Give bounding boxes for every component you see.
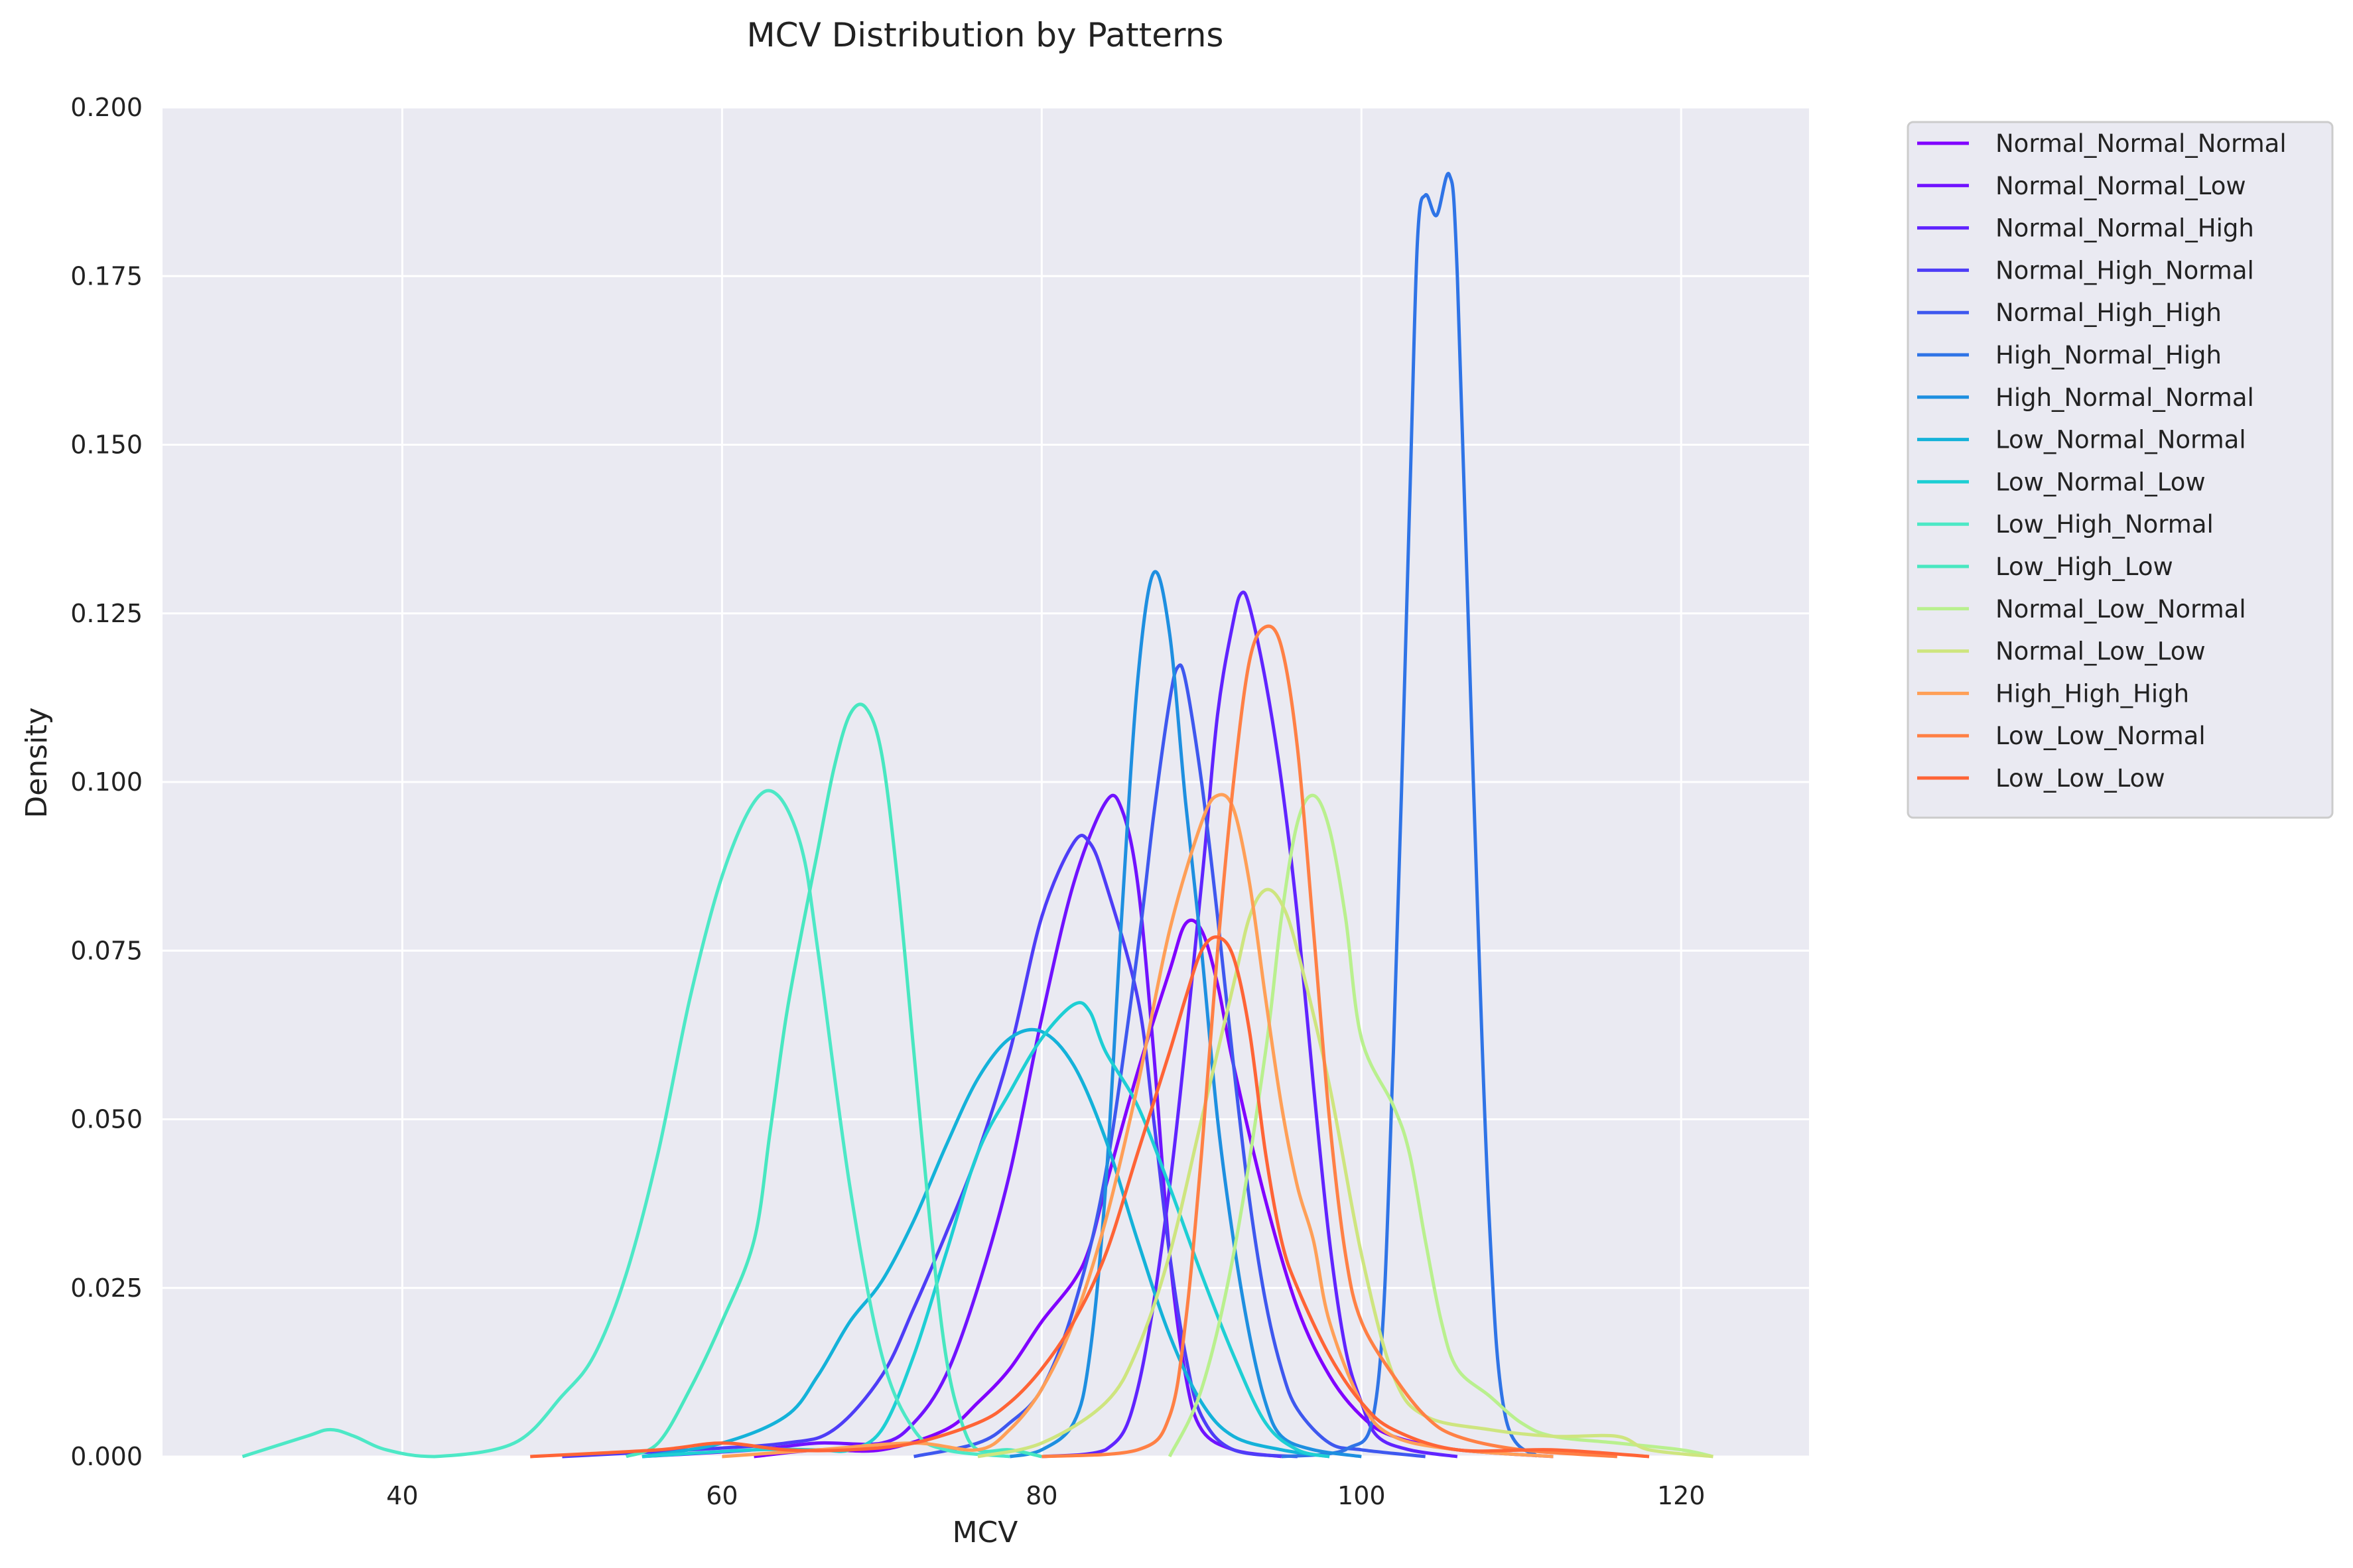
series-lines bbox=[241, 172, 1714, 1459]
x-tick-label: 40 bbox=[386, 1481, 418, 1510]
legend-label: Normal_Normal_Low bbox=[1995, 172, 2246, 200]
legend-label: Low_High_Low bbox=[1995, 553, 2173, 581]
legend-label: Low_Low_Normal bbox=[1995, 722, 2206, 750]
legend-label: Normal_High_High bbox=[1995, 298, 2222, 327]
series-line-high-normal-high bbox=[1281, 172, 1539, 1459]
series-line-normal-high-high bbox=[913, 663, 1426, 1459]
legend-label: High_Normal_Normal bbox=[1995, 383, 2254, 412]
grid bbox=[163, 106, 1809, 1458]
y-tick-label: 0.150 bbox=[70, 430, 143, 460]
y-tick-label: 0.075 bbox=[70, 936, 143, 965]
x-tick-label: 60 bbox=[706, 1481, 738, 1510]
series-line-low-high-low bbox=[625, 702, 1042, 1459]
legend-label: Normal_Low_Low bbox=[1995, 637, 2206, 666]
x-tick-labels: 40 60 80 100 120 bbox=[386, 1481, 1705, 1510]
series-line-low-normal-normal bbox=[641, 1027, 1330, 1459]
y-tick-label: 0.000 bbox=[70, 1442, 143, 1471]
series-line-normal-normal-high bbox=[1042, 590, 1458, 1459]
legend-label: Low_High_Normal bbox=[1995, 510, 2214, 539]
legend-box bbox=[1907, 121, 2334, 819]
series-line-low-low-low bbox=[530, 935, 1650, 1459]
series-line-high-high-high bbox=[722, 793, 1554, 1459]
x-axis-label: MCV bbox=[953, 1516, 1018, 1549]
series-line-normal-low-normal bbox=[1168, 793, 1714, 1459]
series-line-low-low-normal bbox=[1042, 624, 1618, 1459]
legend-label: Normal_High_Normal bbox=[1995, 256, 2254, 285]
legend-label: Low_Normal_Low bbox=[1995, 468, 2206, 496]
series-line-low-high-normal bbox=[241, 789, 1010, 1459]
series-line-normal-normal-normal bbox=[754, 918, 1554, 1459]
y-tick-label: 0.175 bbox=[70, 261, 143, 291]
y-axis-label: Density bbox=[20, 707, 54, 818]
legend: Normal_Normal_Normal Normal_Normal_Low Nor… bbox=[1907, 121, 2334, 819]
legend-label: High_Normal_High bbox=[1995, 341, 2222, 369]
series-line-normal-low-low bbox=[977, 887, 1714, 1459]
legend-label: Normal_Normal_High bbox=[1995, 214, 2254, 243]
legend-label: Low_Low_Low bbox=[1995, 764, 2165, 793]
y-tick-labels: 0.000 0.025 0.050 0.075 0.100 0.125 0.150 0.175… bbox=[70, 93, 143, 1471]
x-tick-label: 100 bbox=[1337, 1481, 1386, 1510]
y-tick-label: 0.025 bbox=[70, 1274, 143, 1303]
y-tick-label: 0.100 bbox=[70, 767, 143, 797]
series-line-high-normal-normal bbox=[1009, 570, 1362, 1459]
legend-label: Normal_Normal_Normal bbox=[1995, 129, 2287, 158]
y-tick-label: 0.125 bbox=[70, 599, 143, 628]
legend-label: Low_Normal_Normal bbox=[1995, 426, 2246, 454]
y-tick-label: 0.050 bbox=[70, 1105, 143, 1134]
series-line-normal-normal-low bbox=[641, 793, 1282, 1459]
legend-label: High_High_High bbox=[1995, 679, 2189, 708]
legend-label: Normal_Low_Normal bbox=[1995, 595, 2246, 623]
x-tick-label: 80 bbox=[1026, 1481, 1057, 1510]
y-tick-label: 0.200 bbox=[70, 93, 143, 122]
series-line-normal-high-normal bbox=[562, 834, 1298, 1459]
x-tick-label: 120 bbox=[1657, 1481, 1706, 1510]
chart-title: MCV Distribution by Patterns bbox=[747, 16, 1224, 54]
